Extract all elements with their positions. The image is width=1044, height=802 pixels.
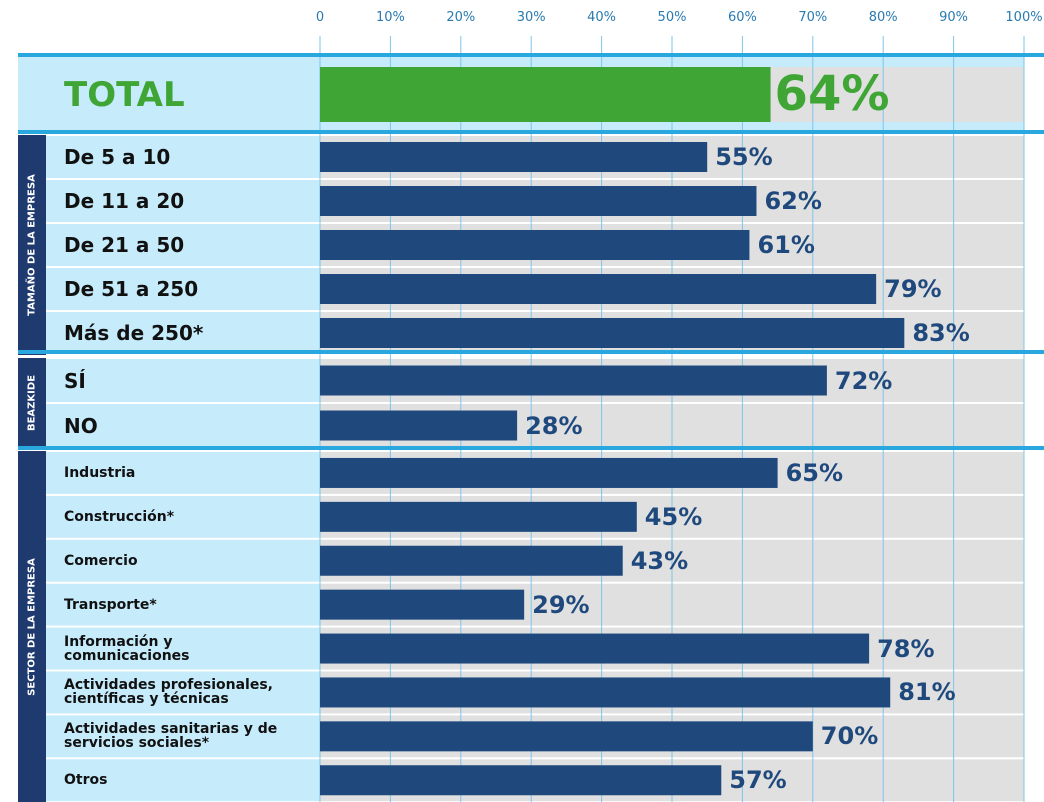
bar xyxy=(320,410,518,441)
value-label: 43% xyxy=(630,546,689,575)
x-tick-label: 30% xyxy=(516,10,546,25)
bar xyxy=(320,365,827,396)
bar xyxy=(320,67,771,122)
bar xyxy=(320,457,778,488)
value-label: 29% xyxy=(532,590,590,619)
category-label: Construcción* xyxy=(64,508,175,525)
row-label-bg xyxy=(46,759,320,802)
category-label: Transporte* xyxy=(64,596,157,613)
x-tick-label: 70% xyxy=(798,10,828,25)
category-label: Comercio xyxy=(64,552,138,569)
bar xyxy=(320,545,623,576)
separator xyxy=(18,350,1044,354)
row-label-bg xyxy=(46,404,320,447)
value-label: 79% xyxy=(884,275,942,303)
group-label: SECTOR DE LA EMPRESA xyxy=(26,557,38,696)
value-label: 83% xyxy=(912,319,970,347)
separator xyxy=(18,446,1044,450)
x-tick-label: 90% xyxy=(939,10,969,25)
group-label: TAMAÑO DE LA EMPRESA xyxy=(26,174,38,316)
category-label: Actividades profesionales, científicas y… xyxy=(64,677,273,708)
category-label: De 21 a 50 xyxy=(64,233,185,257)
x-tick-label: 20% xyxy=(446,10,476,25)
value-label: 72% xyxy=(834,366,893,395)
value-label: 78% xyxy=(877,634,935,663)
group-label-bg xyxy=(18,135,46,355)
x-tick-label: 80% xyxy=(868,10,898,25)
bar xyxy=(320,274,877,304)
separator xyxy=(18,53,1044,57)
bar xyxy=(320,633,870,664)
bar xyxy=(320,677,891,708)
category-label: De 11 a 20 xyxy=(64,189,185,213)
group-label-bg xyxy=(18,451,46,802)
row-label-bg xyxy=(46,180,320,222)
value-label: 45% xyxy=(644,502,703,531)
bar xyxy=(320,230,750,260)
category-label: SÍ xyxy=(64,368,86,393)
value-label: 55% xyxy=(715,143,773,171)
x-tick-label: 0 xyxy=(315,10,325,25)
row-label-bg xyxy=(46,583,320,626)
category-label: Actividades sanitarias y de servicios so… xyxy=(64,721,278,752)
category-label: Otros xyxy=(64,772,108,789)
bar xyxy=(320,142,708,172)
row-label-bg xyxy=(46,495,320,538)
bar xyxy=(320,186,757,216)
value-label: 28% xyxy=(525,411,583,440)
total-value-label: 64% xyxy=(774,66,890,122)
bar xyxy=(320,501,637,532)
x-tick-label: 60% xyxy=(727,10,757,25)
value-label: 61% xyxy=(757,231,815,259)
total-label: TOTAL xyxy=(64,75,185,115)
row-label-bg xyxy=(46,312,320,354)
row-label-bg xyxy=(46,627,320,670)
separator xyxy=(18,130,1044,134)
row-label-bg xyxy=(46,224,320,266)
row-label-bg xyxy=(46,539,320,582)
value-label: 65% xyxy=(785,458,844,487)
category-label: De 5 a 10 xyxy=(64,145,171,169)
row-label-bg xyxy=(46,671,320,714)
row-label-bg xyxy=(46,136,320,178)
x-tick-label: 50% xyxy=(657,10,687,25)
value-label: 62% xyxy=(764,187,822,215)
category-label: Más de 250* xyxy=(64,321,204,345)
group-label-bg xyxy=(18,358,46,448)
value-label: 70% xyxy=(820,722,879,751)
x-tick-label: 10% xyxy=(375,10,405,25)
row-label-bg xyxy=(46,359,320,402)
x-tick-label: 40% xyxy=(587,10,617,25)
bar xyxy=(320,721,813,752)
row-label-bg xyxy=(46,452,320,494)
category-label: De 51 a 250 xyxy=(64,277,199,301)
bar xyxy=(320,318,905,348)
bar xyxy=(320,765,722,796)
row-label-bg xyxy=(46,715,320,758)
value-label: 81% xyxy=(898,678,956,707)
category-label: NO xyxy=(64,413,98,438)
category-label: Información y comunicaciones xyxy=(64,633,190,664)
value-label: 57% xyxy=(729,766,787,795)
row-label-bg xyxy=(46,268,320,310)
category-label: Industria xyxy=(64,464,136,481)
x-tick-label: 100% xyxy=(1005,10,1043,25)
bar xyxy=(320,589,525,620)
group-label: BEAZKIDE xyxy=(26,374,38,432)
